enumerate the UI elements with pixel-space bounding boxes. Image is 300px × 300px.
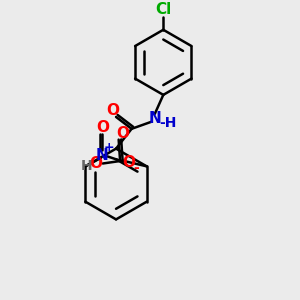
Text: O: O	[107, 103, 120, 118]
Text: H: H	[81, 159, 92, 173]
Text: O: O	[116, 126, 129, 141]
Text: O: O	[122, 155, 136, 170]
Text: Cl: Cl	[155, 2, 171, 17]
Text: O: O	[96, 120, 109, 135]
Text: +: +	[103, 141, 114, 154]
Text: -: -	[134, 161, 139, 175]
Text: N: N	[96, 148, 109, 163]
Text: -H: -H	[160, 116, 177, 130]
Text: N: N	[148, 111, 161, 126]
Text: O: O	[89, 156, 102, 171]
